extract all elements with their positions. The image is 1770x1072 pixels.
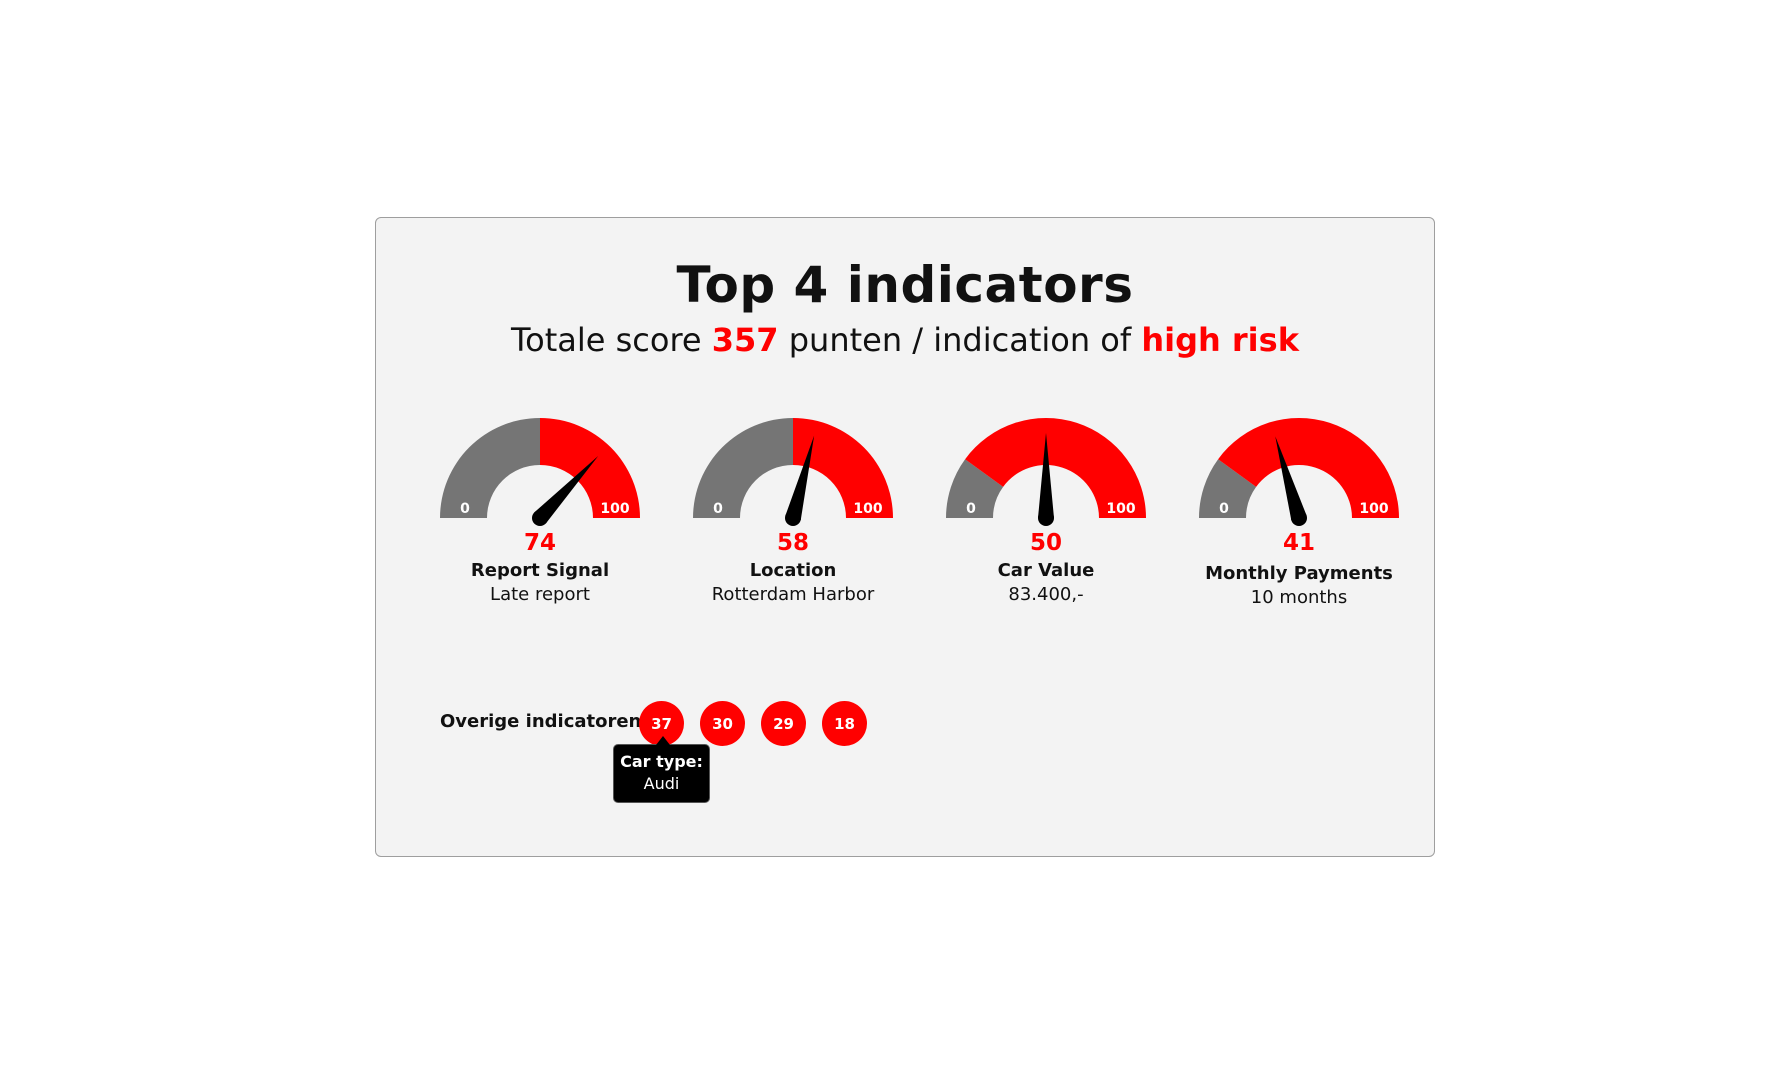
gauge-car-value: 0 100 50 Car Value 83.400,- <box>946 418 1146 618</box>
total-score-value: 357 <box>711 321 779 359</box>
gauge-location: 0 100 58 Location Rotterdam Harbor <box>693 418 893 618</box>
gauge-risk-band <box>540 418 640 518</box>
gauge-dial: 0 100 <box>946 418 1146 526</box>
other-indicator-bubble[interactable]: 29 <box>761 701 806 746</box>
gauge-max-label: 100 <box>853 501 882 517</box>
other-indicators-label: Overige indicatoren: <box>440 711 649 732</box>
gauge-value: 50 <box>1029 530 1062 556</box>
gauge-neutral-band <box>1199 459 1257 518</box>
tooltip-value: Audi <box>643 774 680 793</box>
page-title: Top 4 indicators <box>676 256 1134 314</box>
tooltip-title: Car type: <box>620 752 703 771</box>
gauge-dial: 0 100 <box>1199 418 1399 526</box>
gauge-dial: 0 100 <box>440 418 640 526</box>
total-score-subtitle: Totale score 357 punten / indication of … <box>376 321 1434 359</box>
gauge-detail: Late report <box>490 584 590 605</box>
gauge-name: Car Value <box>997 560 1095 581</box>
gauge-value: 74 <box>523 530 556 556</box>
gauge-max-label: 100 <box>1359 501 1388 517</box>
gauge-risk-band <box>793 418 893 518</box>
gauge-value: 58 <box>776 530 809 556</box>
gauge-needle <box>534 456 599 524</box>
gauge-needle-hub <box>1291 510 1307 526</box>
gauge-name: Location <box>749 560 837 581</box>
risk-level: high risk <box>1141 321 1299 359</box>
gauge-max-label: 100 <box>600 501 629 517</box>
other-indicator-bubble[interactable]: 18 <box>822 701 867 746</box>
gauge-needle <box>785 435 815 520</box>
gauge-name: Report Signal <box>470 560 610 581</box>
gauge-max-label: 100 <box>1106 501 1135 517</box>
gauge-risk-band <box>965 418 1146 518</box>
gauge-min-label: 0 <box>713 501 723 517</box>
gauge-needle-hub <box>1038 510 1054 526</box>
subtitle-prefix: Totale score <box>511 321 712 359</box>
gauge-detail: 83.400,- <box>1008 584 1084 605</box>
gauge-needle <box>1038 433 1054 518</box>
gauge-report-signal: 0 100 74 Report Signal Late report <box>440 418 640 618</box>
gauge-needle <box>1275 436 1307 521</box>
gauge-detail: Rotterdam Harbor <box>711 584 875 605</box>
gauge-neutral-band <box>693 418 793 518</box>
gauge-min-label: 0 <box>460 501 470 517</box>
gauge-monthly-payments: 0 100 41 Monthly Payments 10 months <box>1199 418 1399 618</box>
gauge-needle-hub <box>532 510 548 526</box>
subtitle-middle: punten / indication of <box>778 321 1142 359</box>
gauge-risk-band <box>1218 418 1399 518</box>
gauge-name: Monthly Payments <box>1205 563 1393 584</box>
gauge-value: 41 <box>1282 530 1315 556</box>
gauge-min-label: 0 <box>966 501 976 517</box>
other-indicator-bubble[interactable]: 30 <box>700 701 745 746</box>
gauge-min-label: 0 <box>1219 501 1229 517</box>
gauge-dial: 0 100 <box>693 418 893 526</box>
gauge-neutral-band <box>946 459 1004 518</box>
indicators-card: Top 4 indicators Totale score 357 punten… <box>375 217 1435 857</box>
gauge-detail: 10 months <box>1250 587 1348 608</box>
gauge-neutral-band <box>440 418 540 518</box>
gauge-needle-hub <box>785 510 801 526</box>
indicator-tooltip: Car type: Audi <box>613 736 710 803</box>
